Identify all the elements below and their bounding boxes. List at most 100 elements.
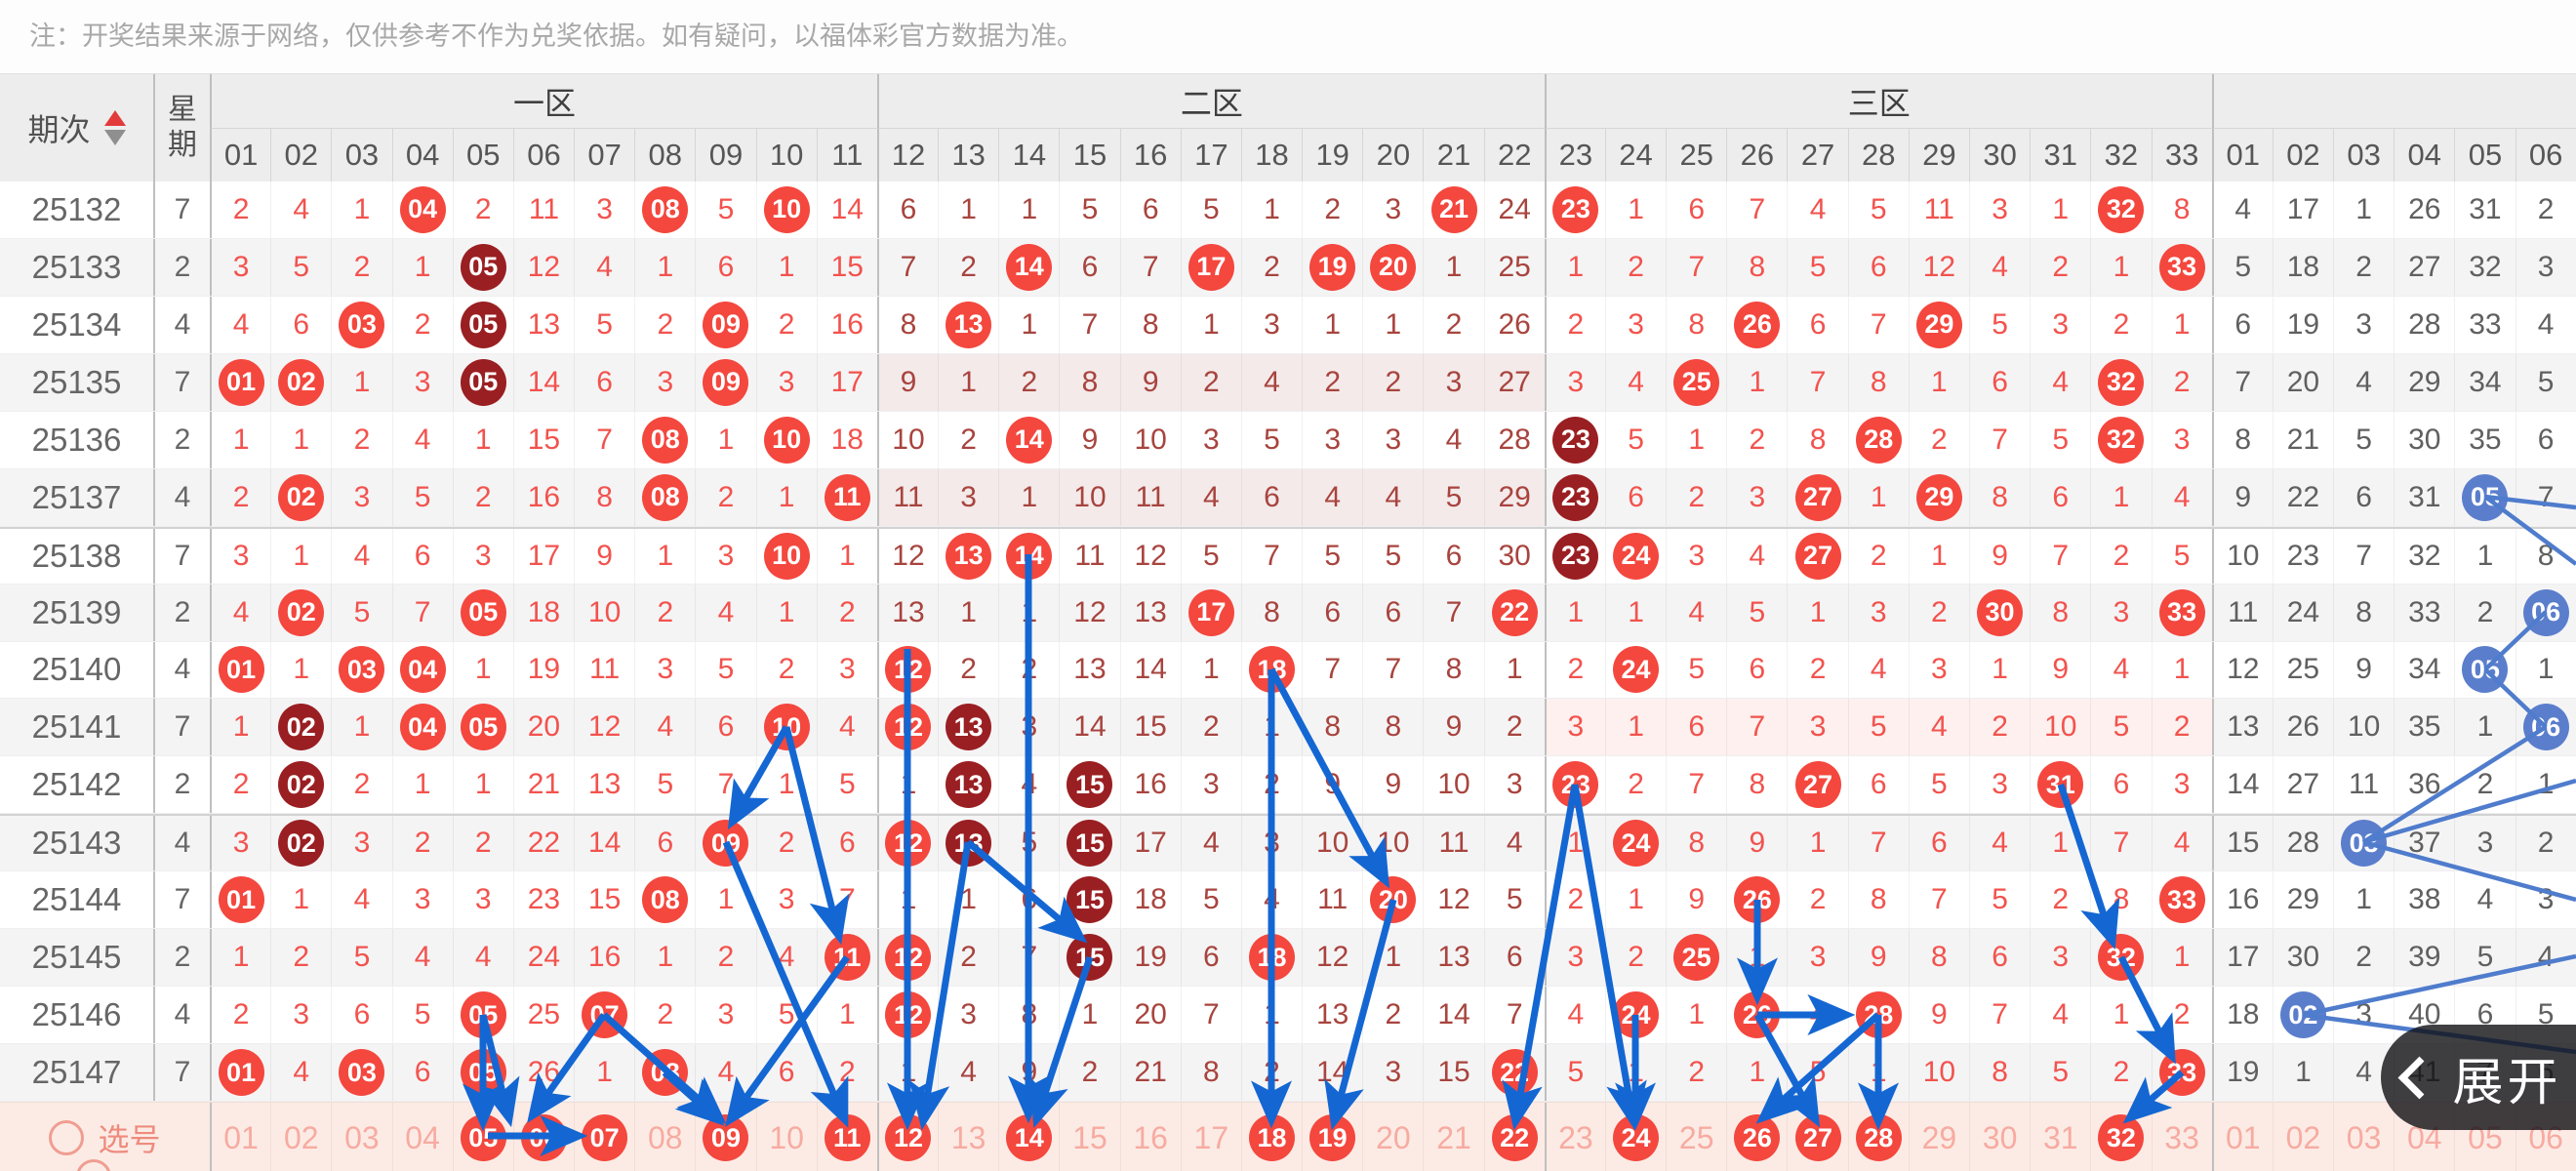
number-cell[interactable]: 03 <box>2333 1103 2394 1171</box>
miss-count: 2 <box>1081 1056 1099 1089</box>
table-row-25133: 25133 2 3 5 2 1 05 12 4 1 6 1 15 7 2 14 6 7 17 2 19 20 1 25 1 2 7 8… <box>0 238 2576 297</box>
number-cell: 20 <box>1119 987 1181 1044</box>
number-cell[interactable]: 13 <box>938 1103 998 1171</box>
number-cell[interactable]: 21 <box>1423 1103 1483 1171</box>
number-cell[interactable]: 11 <box>816 1103 877 1171</box>
drawn-ball: 05 <box>460 991 506 1039</box>
number-cell: 6 <box>1726 641 1787 699</box>
miss-count: 31 <box>2469 192 2502 225</box>
sort-desc-icon[interactable] <box>103 130 126 145</box>
sort-icons[interactable] <box>103 110 126 145</box>
number-cell: 18 <box>1240 929 1302 987</box>
miss-count: 1 <box>2355 883 2372 916</box>
drawn-ball[interactable]: 07 <box>582 1114 628 1161</box>
number-cell[interactable]: 19 <box>1302 1103 1362 1171</box>
number-cell[interactable]: 16 <box>1119 1103 1181 1171</box>
period-column-header[interactable]: 期次 <box>0 74 153 182</box>
drawn-ball[interactable]: 18 <box>1249 1114 1295 1161</box>
drawn-ball: 33 <box>2158 588 2205 636</box>
miss-count: 4 <box>2537 941 2555 974</box>
number-cell[interactable]: 10 <box>755 1103 817 1171</box>
number-cell[interactable]: 01 <box>210 1103 270 1171</box>
number-cell: 8 <box>574 468 634 526</box>
miss-count: 32 <box>2408 539 2441 572</box>
number-cell[interactable]: 03 <box>331 1103 391 1171</box>
drawn-ball[interactable]: 05 <box>460 1114 506 1161</box>
number-cell[interactable]: 06 <box>512 1103 574 1171</box>
number-cell[interactable]: 17 <box>1180 1103 1241 1171</box>
miss-count: 1 <box>1749 941 1766 974</box>
number-cell[interactable]: 22 <box>1483 1103 1545 1171</box>
number-cell[interactable]: 24 <box>1604 1103 1666 1171</box>
sort-asc-icon[interactable] <box>103 110 126 126</box>
number-cell[interactable]: 12 <box>876 1103 938 1171</box>
number-cell: 9 <box>1302 756 1362 814</box>
number-cell[interactable]: 29 <box>1908 1103 1969 1171</box>
drawn-ball[interactable]: 28 <box>1855 1114 1902 1161</box>
number-cell: 9 <box>1968 528 2030 584</box>
number-cell[interactable]: 15 <box>1059 1103 1119 1171</box>
number-cell: 1 <box>452 411 513 468</box>
number-cell: 22 <box>1483 584 1545 641</box>
drawn-ball: 03 <box>339 301 385 348</box>
number-cell: 4 <box>210 584 270 641</box>
expand-button[interactable]: 展开 <box>2381 1025 2576 1130</box>
number-cell[interactable]: 31 <box>2030 1103 2090 1171</box>
number-cell[interactable]: 28 <box>1847 1103 1909 1171</box>
drawn-ball[interactable]: 11 <box>824 1114 870 1161</box>
number-cell: 2 <box>1483 699 1545 756</box>
number-cell[interactable]: 23 <box>1544 1103 1605 1171</box>
miss-count: 9 <box>1445 710 1463 744</box>
number-cell[interactable]: 02 <box>270 1103 331 1171</box>
miss-count: 4 <box>1992 827 2008 860</box>
number-cell[interactable]: 05 <box>452 1103 513 1171</box>
number-cell: 6 <box>2333 468 2394 526</box>
number-cell[interactable]: 14 <box>998 1103 1059 1171</box>
miss-count: 2 <box>657 998 674 1031</box>
number-cell[interactable]: 25 <box>1666 1103 1726 1171</box>
column-header: 05 <box>452 129 513 182</box>
number-cell[interactable]: 30 <box>1968 1103 2030 1171</box>
drawn-ball[interactable]: 26 <box>1734 1114 1781 1161</box>
drawn-ball: 13 <box>946 820 992 868</box>
drawn-ball[interactable]: 24 <box>1613 1114 1660 1161</box>
number-cell: 4 <box>391 411 453 468</box>
drawn-ball[interactable]: 22 <box>1491 1114 1538 1161</box>
drawn-ball[interactable]: 12 <box>885 1114 932 1161</box>
number-cell[interactable]: 18 <box>1240 1103 1302 1171</box>
miss-count: 14 <box>2227 768 2260 801</box>
number-cell[interactable]: 27 <box>1787 1103 1847 1171</box>
miss-count: 1 <box>1628 595 1644 628</box>
number-cell: 01 <box>210 1044 270 1101</box>
number-cell[interactable]: 26 <box>1726 1103 1787 1171</box>
number-cell: 10 <box>1059 468 1120 526</box>
number-cell[interactable]: 02 <box>2272 1103 2333 1171</box>
select-radio-icon[interactable] <box>49 1120 85 1155</box>
number-cell[interactable]: 33 <box>2151 1103 2212 1171</box>
miss-count: 5 <box>1628 423 1644 456</box>
miss-count: 6 <box>1506 941 1523 974</box>
number-cell[interactable]: 08 <box>634 1103 695 1171</box>
drawn-ball[interactable]: 19 <box>1309 1114 1356 1161</box>
drawn-ball[interactable]: 27 <box>1794 1114 1841 1161</box>
number-cell[interactable]: 32 <box>2090 1103 2151 1171</box>
number-cell[interactable]: 07 <box>574 1103 634 1171</box>
miss-count: 4 <box>474 941 492 974</box>
miss-count: 1 <box>1324 307 1342 341</box>
number-cell[interactable]: 01 <box>2211 1103 2273 1171</box>
drawn-ball[interactable]: 14 <box>1006 1114 1053 1161</box>
number-cell: 15 <box>1423 1044 1483 1101</box>
number-cell: 28 <box>1847 411 1909 468</box>
miss-count: 7 <box>1870 307 1887 341</box>
miss-count: 2 <box>1567 307 1585 341</box>
miss-count: 1 <box>2052 827 2070 860</box>
number-cell[interactable]: 04 <box>391 1103 453 1171</box>
number-cell: 18 <box>1240 641 1302 699</box>
selection-row-label[interactable]: 选号 <box>0 1103 210 1171</box>
drawn-ball[interactable]: 32 <box>2098 1114 2145 1161</box>
number-cell[interactable]: 20 <box>1362 1103 1423 1171</box>
drawn-ball[interactable]: 09 <box>703 1114 749 1161</box>
number-cell[interactable]: 09 <box>695 1103 755 1171</box>
number-cell: 18 <box>816 411 877 468</box>
drawn-ball[interactable]: 06 <box>520 1114 567 1161</box>
